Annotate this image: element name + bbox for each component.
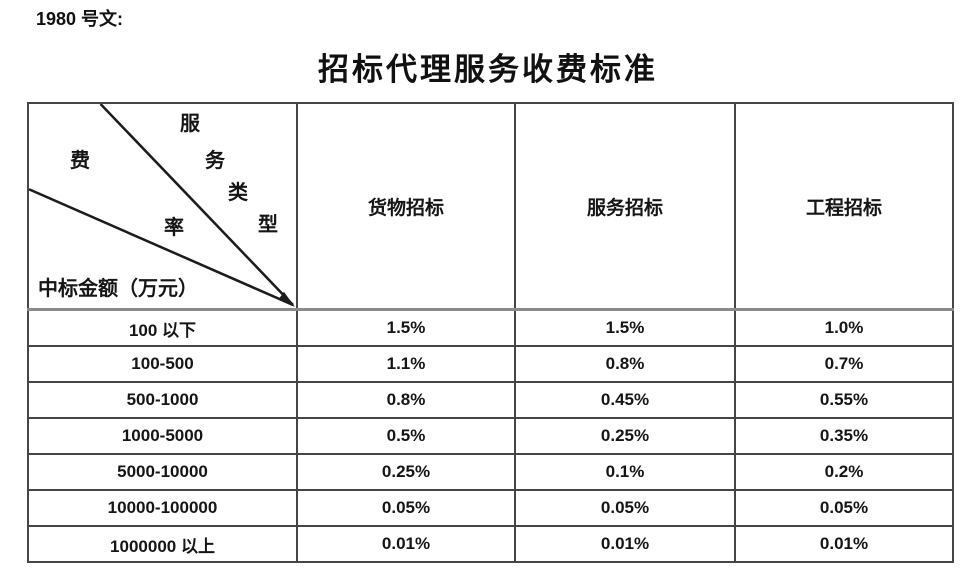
table-row: 100-500 1.1% 0.8% 0.7%: [27, 345, 954, 383]
amount-range: 1000-5000: [27, 417, 298, 455]
fee-table: 服 务 类 型 费 率 中标金额（万元） 货物招标 服务招标 工程招标 100 …: [27, 102, 954, 563]
amount-range: 5000-10000: [27, 453, 298, 491]
corner-fee-rate-char-2: 率: [164, 217, 184, 239]
column-header-works: 工程招标: [734, 102, 954, 311]
table-row: 1000000 以上 0.01% 0.01% 0.01%: [27, 525, 954, 563]
header-row: 服 务 类 型 费 率 中标金额（万元） 货物招标 服务招标 工程招标: [27, 102, 954, 311]
corner-service-type-char-2: 务: [205, 150, 225, 172]
column-header-services: 服务招标: [514, 102, 736, 311]
goods-rate: 0.05%: [296, 489, 516, 527]
corner-service-type-char-1: 服: [180, 113, 200, 135]
table-row: 5000-10000 0.25% 0.1% 0.2%: [27, 453, 954, 491]
services-rate: 0.45%: [514, 381, 736, 419]
services-rate: 0.25%: [514, 417, 736, 455]
diagonal-divider-lines: [29, 104, 295, 307]
services-rate: 0.01%: [514, 525, 736, 563]
works-rate: 0.05%: [734, 489, 954, 527]
document-reference: 1980 号文:: [36, 9, 124, 29]
amount-range: 1000000 以上: [27, 525, 298, 563]
works-rate: 0.2%: [734, 453, 954, 491]
page-title: 招标代理服务收费标准: [318, 52, 658, 87]
works-rate: 0.55%: [734, 381, 954, 419]
goods-rate: 0.01%: [296, 525, 516, 563]
corner-service-type-char-4: 型: [258, 214, 278, 236]
amount-range: 10000-100000: [27, 489, 298, 527]
amount-range: 500-1000: [27, 381, 298, 419]
works-rate: 0.01%: [734, 525, 954, 563]
services-rate: 0.8%: [514, 345, 736, 383]
corner-service-type-char-3: 类: [228, 182, 248, 204]
works-rate: 1.0%: [734, 308, 954, 347]
corner-header-cell: 服 务 类 型 费 率 中标金额（万元）: [27, 102, 298, 311]
corner-fee-rate-char-1: 费: [70, 150, 90, 172]
services-rate: 1.5%: [514, 308, 736, 347]
services-rate: 0.1%: [514, 453, 736, 491]
works-rate: 0.35%: [734, 417, 954, 455]
goods-rate: 0.25%: [296, 453, 516, 491]
goods-rate: 0.5%: [296, 417, 516, 455]
table-row: 100 以下 1.5% 1.5% 1.0%: [27, 308, 954, 347]
amount-range: 100 以下: [27, 308, 298, 347]
goods-rate: 1.5%: [296, 308, 516, 347]
table-row: 10000-100000 0.05% 0.05% 0.05%: [27, 489, 954, 527]
services-rate: 0.05%: [514, 489, 736, 527]
table-row: 1000-5000 0.5% 0.25% 0.35%: [27, 417, 954, 455]
amount-range: 100-500: [27, 345, 298, 383]
works-rate: 0.7%: [734, 345, 954, 383]
table-row: 500-1000 0.8% 0.45% 0.55%: [27, 381, 954, 419]
goods-rate: 1.1%: [296, 345, 516, 383]
goods-rate: 0.8%: [296, 381, 516, 419]
column-header-goods: 货物招标: [296, 102, 516, 311]
corner-amount-label: 中标金额（万元）: [38, 278, 198, 300]
